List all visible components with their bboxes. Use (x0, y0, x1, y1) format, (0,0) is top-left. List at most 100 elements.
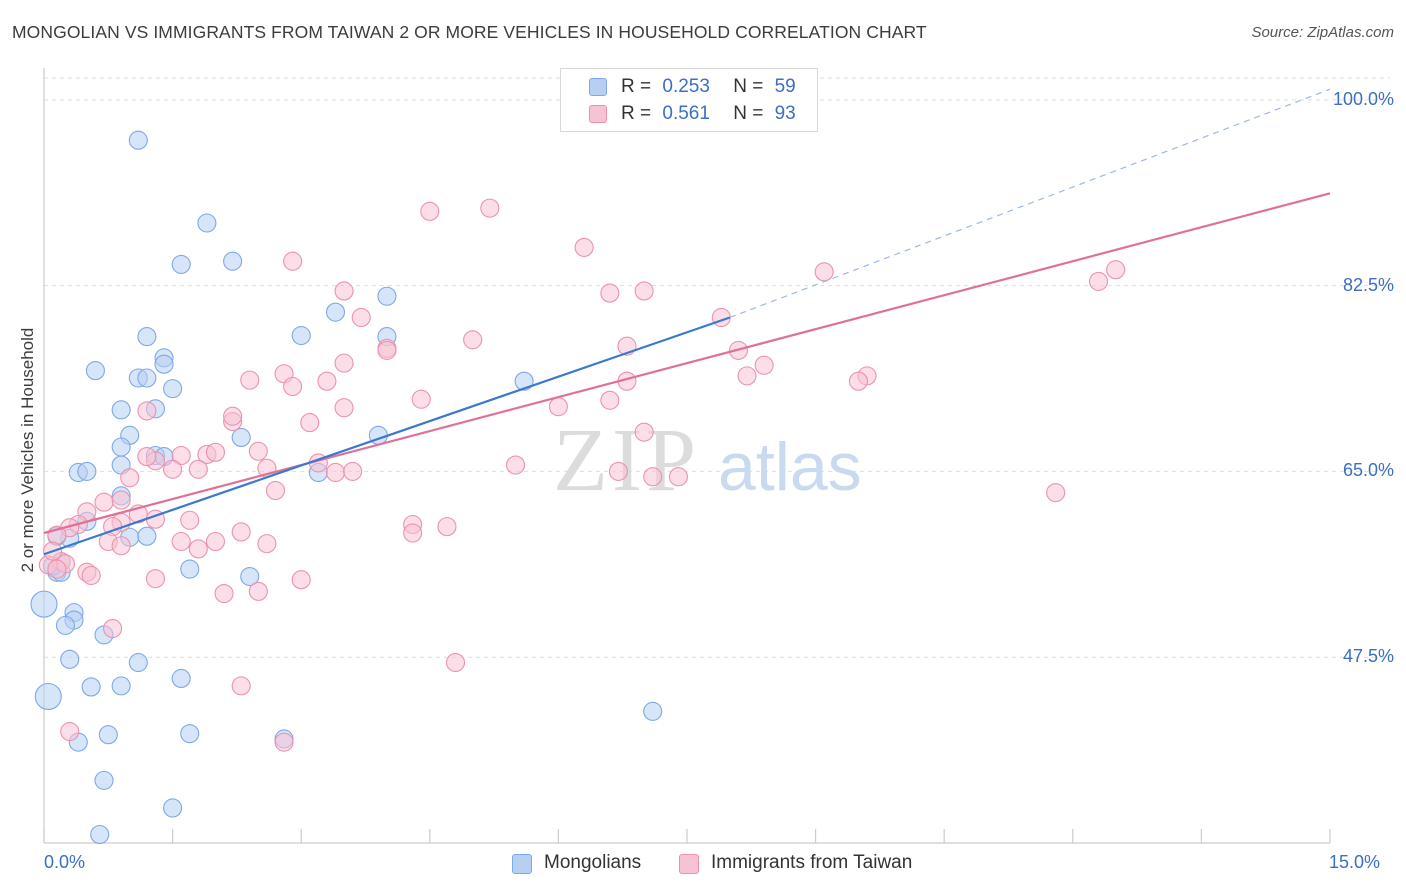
data-point (171, 531, 191, 552)
data-point (445, 652, 466, 673)
data-point (81, 565, 101, 586)
data-point (94, 492, 114, 512)
data-point (111, 536, 131, 556)
data-point (55, 615, 75, 635)
data-point (737, 366, 757, 386)
data-point (111, 676, 131, 696)
data-point (180, 559, 200, 579)
data-point (98, 725, 118, 745)
data-point (291, 325, 311, 346)
data-point (171, 445, 191, 466)
y-tick-label: 82.5% (1342, 274, 1394, 295)
data-point (600, 283, 620, 303)
taiwan-points (38, 90, 1126, 752)
data-point (334, 353, 354, 373)
data-point (351, 307, 371, 328)
trend-line-mongolians (43, 316, 731, 556)
data-point (90, 824, 110, 845)
data-point (137, 526, 157, 546)
data-point (137, 327, 157, 347)
data-point (94, 770, 114, 790)
data-point (30, 590, 58, 618)
data-point (197, 213, 217, 233)
data-point (188, 459, 208, 479)
data-point (137, 368, 157, 388)
watermark: ZIP atlas (553, 411, 862, 510)
data-point (283, 376, 303, 397)
bottom-legend-swatch-taiwan (679, 854, 699, 874)
data-point (47, 559, 67, 579)
data-point (231, 427, 251, 448)
legend-r-label: R = (621, 103, 652, 124)
data-point (223, 406, 243, 426)
data-point (137, 401, 157, 421)
data-point (265, 480, 286, 501)
y-tick-label: 100.0% (1332, 88, 1394, 109)
legend-n-value: 59 (774, 76, 796, 97)
trend-line-mongolians-extension (729, 88, 1331, 319)
data-point (111, 437, 131, 457)
data-point (377, 286, 397, 306)
data-point (240, 566, 260, 587)
data-point (163, 798, 183, 818)
data-point (334, 398, 354, 418)
data-point (60, 649, 80, 669)
data-point (128, 130, 148, 150)
data-point (634, 422, 654, 442)
y-axis-label: 2 or more Vehicles in Household (18, 327, 37, 573)
bottom-legend-label: Immigrants from Taiwan (711, 852, 913, 873)
watermark-zip: ZIP (553, 411, 700, 510)
data-point (180, 510, 200, 530)
y-tick-label: 47.5% (1342, 646, 1394, 667)
data-point (274, 732, 294, 752)
data-point (77, 461, 97, 481)
data-point (85, 361, 105, 381)
x-tick-label: 0.0% (44, 852, 86, 872)
data-point (317, 371, 337, 391)
data-point (643, 467, 663, 487)
data-point (231, 522, 251, 542)
data-point (505, 455, 526, 475)
data-point (34, 682, 62, 711)
data-point (120, 468, 140, 488)
legend-n-value: 93 (774, 103, 796, 124)
data-point (514, 371, 534, 391)
data-point (608, 461, 628, 481)
data-point (180, 724, 200, 744)
data-point (154, 354, 174, 374)
data-point (574, 237, 594, 257)
data-point (111, 490, 131, 510)
data-point (300, 413, 320, 433)
data-point (634, 281, 654, 301)
data-point (600, 390, 620, 410)
data-point (643, 701, 663, 721)
data-point (463, 330, 483, 350)
data-point (171, 254, 191, 274)
data-point (403, 523, 423, 543)
legend-n-label: N = (733, 76, 764, 97)
data-point (128, 652, 148, 673)
data-point (291, 570, 311, 590)
data-point (848, 371, 869, 391)
data-point (137, 447, 157, 467)
trend-line-taiwan (43, 192, 1331, 535)
data-point (145, 569, 166, 589)
data-point (205, 442, 226, 462)
watermark-atlas: atlas (718, 429, 862, 505)
data-point (1088, 271, 1109, 291)
data-point (223, 251, 243, 271)
data-point (240, 370, 260, 390)
legend-swatch-mongolians (589, 78, 607, 96)
legend-r-value: 0.253 (662, 76, 710, 97)
data-point (437, 517, 457, 537)
data-point (103, 618, 123, 639)
data-point (188, 539, 208, 559)
data-point (325, 302, 346, 322)
data-point (248, 441, 268, 461)
source-label: Source: ZipAtlas.com (1251, 24, 1394, 41)
legend-n-label: N = (733, 103, 764, 124)
legend-r-label: R = (621, 76, 652, 97)
data-point (283, 251, 303, 271)
bottom-legend-label: Mongolians (544, 852, 642, 873)
